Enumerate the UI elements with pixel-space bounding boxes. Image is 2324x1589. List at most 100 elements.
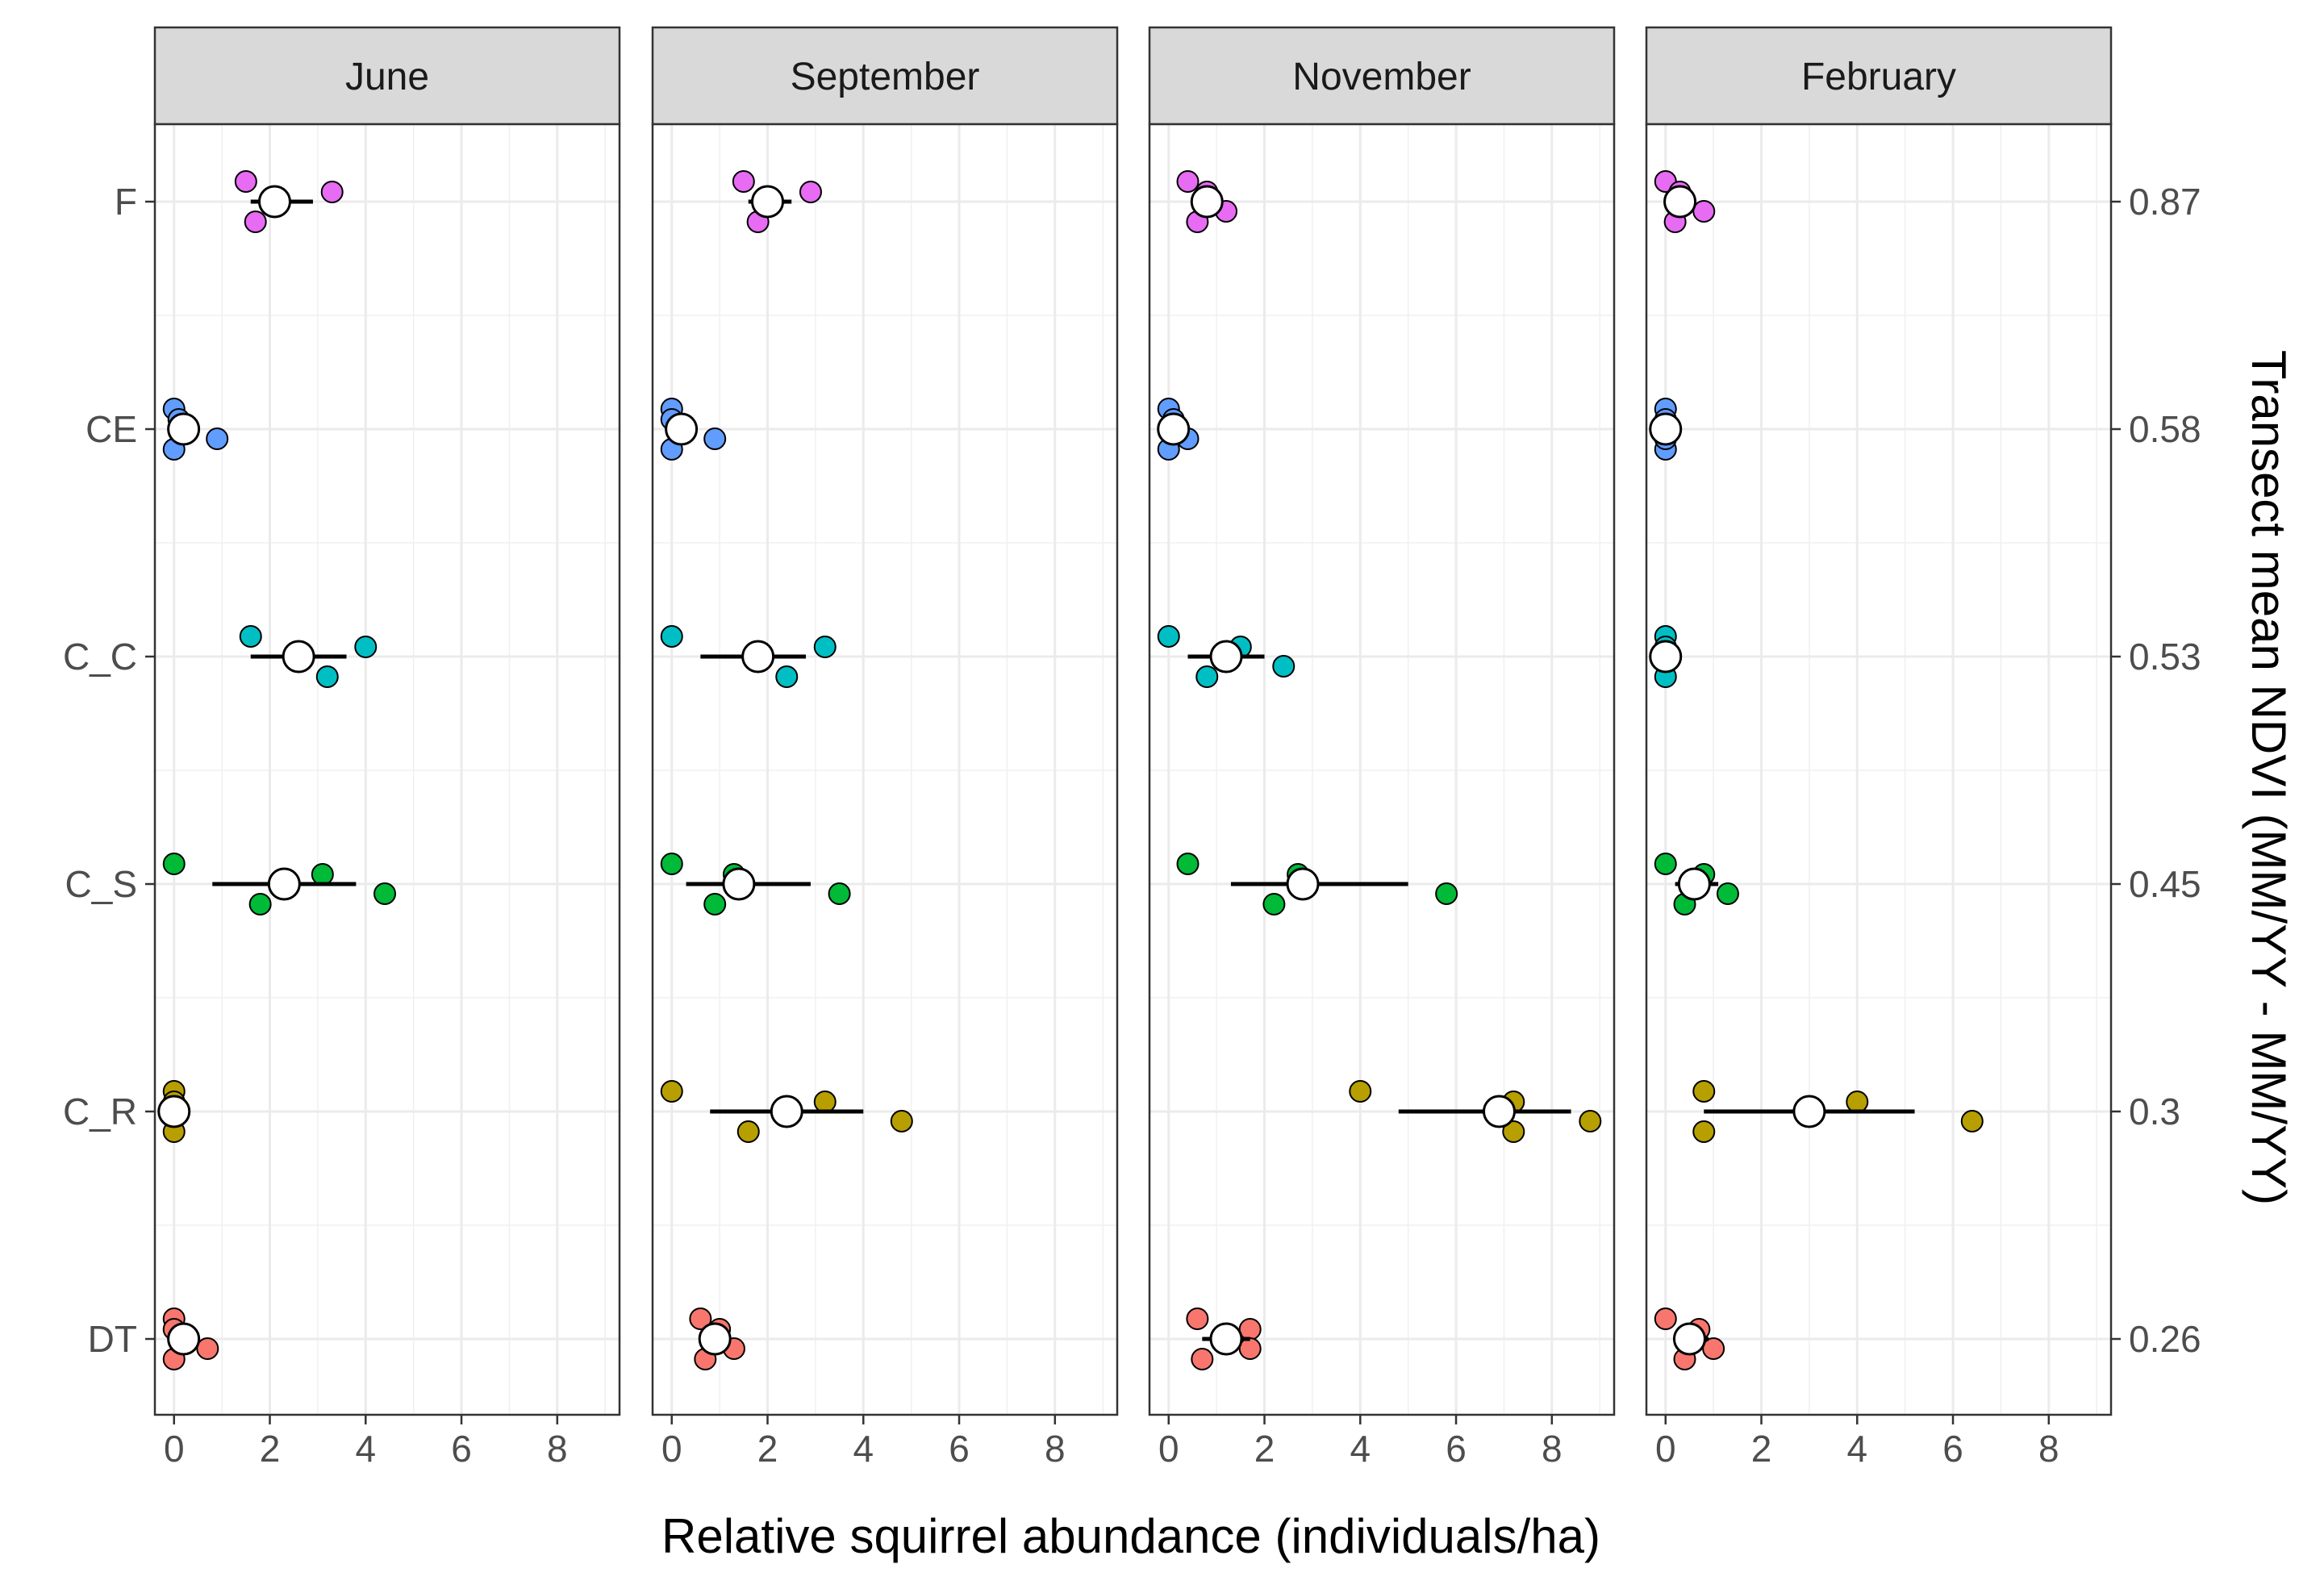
- data-point: [890, 1110, 913, 1132]
- data-point: [244, 211, 267, 233]
- data-point: [239, 625, 262, 648]
- x-tick-label: 4: [853, 1428, 874, 1470]
- x-tick-label: 2: [1254, 1428, 1275, 1470]
- data-point: [828, 882, 851, 905]
- x-tick-label: 6: [1942, 1428, 1963, 1470]
- data-point: [196, 1337, 219, 1360]
- mean-marker: [741, 640, 775, 674]
- data-point: [248, 893, 272, 915]
- panel-border: [1148, 123, 1616, 1416]
- mean-marker: [1663, 185, 1697, 219]
- x-tick-label: 2: [757, 1428, 778, 1470]
- panel-border: [1645, 123, 2113, 1416]
- data-point: [162, 853, 186, 875]
- x-tick-label: 2: [260, 1428, 281, 1470]
- x-tick-label: 4: [1846, 1428, 1867, 1470]
- data-point: [799, 181, 822, 203]
- data-point: [1176, 170, 1200, 193]
- data-point: [1262, 893, 1286, 915]
- mean-marker: [1190, 185, 1224, 219]
- plot-background: [653, 124, 1117, 1415]
- mean-marker: [167, 1322, 201, 1356]
- data-point: [1654, 1307, 1677, 1330]
- x-tick-label: 2: [1751, 1428, 1772, 1470]
- data-point: [1238, 1337, 1262, 1360]
- x-tick-label: 8: [2038, 1428, 2059, 1470]
- data-point: [1692, 1080, 1716, 1103]
- facet-strip: [153, 26, 621, 126]
- plot-background: [1149, 124, 1614, 1415]
- mean-marker: [1157, 412, 1191, 446]
- mean-marker: [282, 640, 315, 674]
- mean-marker: [665, 412, 699, 446]
- mean-marker: [1286, 867, 1320, 901]
- y-tick-label: C_C: [63, 636, 137, 678]
- x-axis-title: Relative squirrel abundance (individuals…: [661, 1509, 1600, 1563]
- mean-marker: [751, 185, 785, 219]
- panel-september: September 0 2 4 6 8: [651, 26, 1119, 1470]
- data-point: [373, 882, 397, 905]
- mean-marker: [1792, 1095, 1826, 1128]
- panel-february: February 0 2 4 6 8: [1645, 26, 2113, 1470]
- right-tick-label: 0.3: [2129, 1091, 2180, 1132]
- right-tick-label: 0.87: [2129, 181, 2201, 223]
- x-tick-label: 8: [547, 1428, 568, 1470]
- y-tick-label: F: [115, 181, 137, 223]
- facet-strip-label: June: [345, 56, 429, 98]
- panel-june: June 0 2 4 6 8: [153, 26, 621, 1470]
- facet-strip: [1645, 26, 2113, 126]
- mean-marker: [1649, 640, 1683, 674]
- data-point: [775, 665, 799, 688]
- data-point: [1349, 1080, 1372, 1103]
- data-point: [1238, 1318, 1262, 1341]
- mean-marker: [1482, 1095, 1516, 1128]
- data-point: [1157, 625, 1180, 648]
- x-tick-label: 4: [1350, 1428, 1371, 1470]
- data-point: [1502, 1120, 1525, 1143]
- data-point: [206, 427, 229, 450]
- panel-border: [651, 123, 1119, 1416]
- data-point: [1435, 882, 1458, 905]
- data-point: [660, 1080, 683, 1103]
- plot-background: [155, 124, 620, 1415]
- x-tick-label: 6: [949, 1428, 970, 1470]
- mean-marker: [1209, 640, 1243, 674]
- x-tick-label: 0: [164, 1428, 185, 1470]
- x-tick-label: 8: [1542, 1428, 1563, 1470]
- right-tick-label: 0.58: [2129, 408, 2201, 450]
- x-tick-label: 6: [451, 1428, 472, 1470]
- data-point: [354, 636, 378, 658]
- data-point: [234, 170, 257, 193]
- mean-marker: [722, 867, 756, 901]
- x-tick-label: 0: [661, 1428, 682, 1470]
- panel-november: November 0 2 4 6 8: [1148, 26, 1616, 1470]
- data-point: [1716, 882, 1739, 905]
- data-point: [1579, 1110, 1602, 1132]
- facet-strip-label: February: [1801, 56, 1956, 98]
- y-tick-label: DT: [88, 1318, 137, 1360]
- mean-marker: [1209, 1322, 1243, 1356]
- plot-background: [1646, 124, 2111, 1415]
- mean-marker: [1677, 867, 1711, 901]
- data-point: [813, 636, 837, 658]
- data-point: [1195, 665, 1219, 688]
- x-tick-label: 4: [355, 1428, 376, 1470]
- right-tick-label: 0.45: [2129, 863, 2201, 905]
- mean-marker: [167, 412, 201, 446]
- mean-marker: [770, 1095, 803, 1128]
- data-point: [320, 181, 344, 203]
- facet-strip-label: September: [791, 56, 980, 98]
- data-point: [703, 893, 727, 915]
- right-axis-title: Transect mean NDVI (MM/YY - MM/YY): [2242, 350, 2296, 1205]
- right-tick-label: 0.53: [2129, 636, 2201, 678]
- mean-marker: [267, 867, 301, 901]
- right-tick-label: 0.26: [2129, 1318, 2201, 1360]
- data-point: [1692, 1120, 1716, 1143]
- mean-marker: [1649, 412, 1683, 446]
- data-point: [311, 863, 334, 886]
- facet-strip: [651, 26, 1119, 126]
- x-tick-label: 6: [1446, 1428, 1467, 1470]
- data-point: [1191, 1348, 1214, 1370]
- data-point: [1654, 853, 1677, 875]
